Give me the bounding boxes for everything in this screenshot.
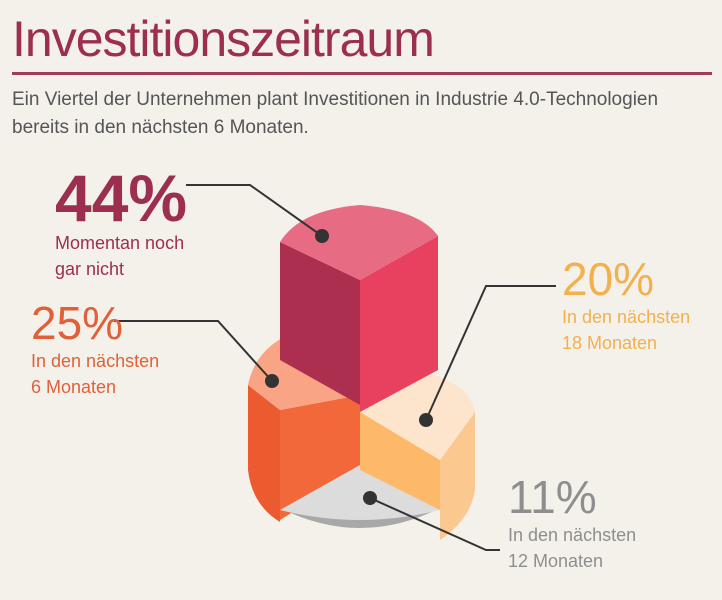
desc-18-monate: In den nächsten 18 Monaten	[562, 307, 691, 353]
leader-line-25	[114, 320, 273, 382]
desc-6-monate: In den nächsten 6 Monaten	[31, 351, 160, 397]
leader-line-44	[186, 184, 323, 237]
slice-side-12-monate	[280, 490, 440, 528]
leader-line-11	[369, 497, 500, 551]
leader-dot-44	[315, 229, 329, 243]
slice-side-6-monate	[248, 385, 280, 522]
desc-12-monate: In den nächsten 12 Monaten	[508, 525, 637, 571]
title-rule	[12, 72, 712, 75]
leader-line-20	[425, 285, 556, 421]
label-12-monate: 11% In den nächsten 12 Monaten	[508, 472, 636, 574]
slice-top-12-monate	[280, 465, 440, 520]
slice-side-gar-nicht-right	[360, 236, 438, 412]
desc-gar-nicht: Momentan noch gar nicht	[55, 233, 185, 279]
slice-side-18-monate-front	[360, 412, 440, 510]
label-18-monate: 20% In den nächsten 18 Monaten	[562, 254, 690, 356]
leader-dot-11	[363, 491, 377, 505]
percent-11: 11%	[508, 471, 597, 523]
slice-side-18-monate	[440, 412, 475, 540]
slice-side-gar-nicht-left	[280, 242, 360, 405]
percent-44: 44%	[55, 161, 188, 235]
leader-dot-20	[419, 413, 433, 427]
chart-subtitle: Ein Viertel der Unternehmen plant Invest…	[12, 89, 659, 138]
chart-title: Investitionszeitraum	[12, 11, 435, 67]
slice-top-gar-nicht	[280, 205, 438, 280]
percent-20: 20%	[562, 253, 655, 305]
slice-side-6-monate-front	[280, 395, 360, 520]
label-gar-nicht: 44% Momentan noch gar nicht	[55, 161, 188, 282]
label-6-monate: 25% In den nächsten 6 Monaten	[31, 298, 159, 400]
leader-dot-25	[265, 374, 279, 388]
slice-top-18-monate	[360, 373, 475, 460]
percent-25: 25%	[31, 297, 124, 349]
